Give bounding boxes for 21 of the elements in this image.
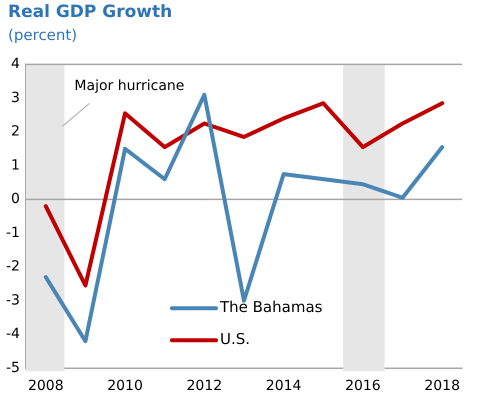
y-tick-label: 1 [11,157,20,174]
y-tick-label: -2 [6,258,20,275]
y-tick-label: 3 [11,90,20,106]
x-tick-label: 2014 [266,378,302,394]
legend-label: The Bahamas [218,298,323,316]
x-tick-label: 2008 [28,378,64,394]
x-tick-label: 2010 [107,378,143,394]
y-tick-label: -5 [6,360,20,376]
chart-subtitle: (percent) [8,26,78,44]
y-tick-label: 0 [11,191,20,208]
y-tick-label: -4 [6,326,20,342]
y-tick-label: 2 [11,124,20,140]
y-tick-label: -3 [6,292,20,308]
legend-label: U.S. [220,330,250,348]
x-tick-label: 2012 [186,378,222,394]
chart-title: Real GDP Growth [8,2,172,22]
band-label: Major hurricane [74,78,184,94]
y-tick-label: 4 [11,56,20,72]
y-tick-label: -1 [6,224,20,241]
x-tick-label: 2018 [424,378,460,394]
x-tick-label: 2016 [345,378,381,394]
